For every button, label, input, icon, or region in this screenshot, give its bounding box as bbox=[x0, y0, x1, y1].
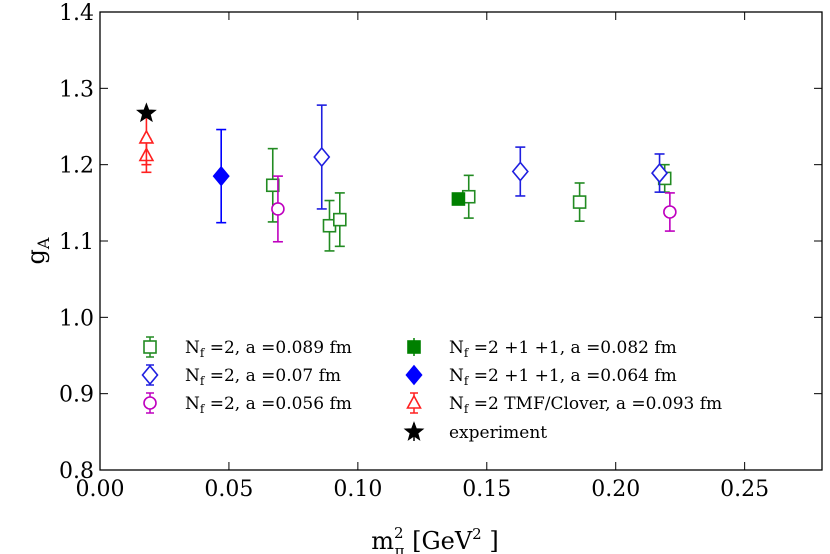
x-axis-unit-open: [GeV bbox=[404, 527, 472, 554]
legend-marker bbox=[405, 364, 423, 386]
x-axis-unit-close: ] bbox=[482, 527, 499, 554]
point-s0-p2 bbox=[333, 212, 347, 227]
legend-marker bbox=[407, 340, 421, 354]
point-s1-p0 bbox=[313, 146, 331, 168]
point-s1-p2 bbox=[651, 162, 669, 184]
point-s2-p0 bbox=[271, 202, 285, 216]
point-s6-p0 bbox=[136, 102, 157, 123]
legend-entry-5: Nf =2 TMF/Clover, a =0.093 fm bbox=[406, 392, 722, 416]
legend-label-base: N bbox=[449, 366, 464, 386]
legend-entry-2: Nf =2, a =0.056 fm bbox=[143, 392, 352, 416]
x-axis-label-sup: 2 bbox=[394, 524, 404, 542]
legend-entry-6: experiment bbox=[403, 421, 547, 443]
chart-marks bbox=[136, 102, 677, 252]
legend-label-base: N bbox=[185, 394, 200, 414]
series-4 bbox=[212, 128, 230, 224]
point-s2-p1 bbox=[663, 205, 677, 219]
y-tick-label: 1.4 bbox=[59, 1, 94, 26]
legend-label-rest: =2, a =0.056 fm bbox=[204, 394, 352, 414]
series-1 bbox=[313, 104, 669, 210]
y-tick-label: 1.2 bbox=[59, 154, 94, 179]
x-tick-label: 0.20 bbox=[591, 477, 640, 502]
x-tick-label: 0.05 bbox=[204, 477, 253, 502]
legend-label-sub: f bbox=[464, 374, 470, 388]
legend-label-rest: experiment bbox=[449, 423, 547, 443]
legend-label-sub: f bbox=[464, 402, 470, 416]
x-axis-label-sub: π bbox=[395, 542, 405, 554]
legend-entry-3: Nf =2 +1 +1, a =0.082 fm bbox=[407, 338, 677, 360]
y-tick-label: 1.3 bbox=[59, 77, 94, 102]
y-axis-label: gA bbox=[22, 237, 53, 264]
legend-entry-0: Nf =2, a =0.089 fm bbox=[143, 336, 352, 360]
legend-label: experiment bbox=[449, 423, 547, 443]
legend-label-rest: =2 +1 +1, a =0.064 fm bbox=[468, 366, 676, 386]
legend-label-sub: f bbox=[200, 402, 206, 416]
legend-label-rest: =2, a =0.089 fm bbox=[204, 338, 352, 358]
point-s3-p0 bbox=[451, 192, 466, 206]
legend-entry-4: Nf =2 +1 +1, a =0.064 fm bbox=[405, 364, 677, 388]
legend-label-base: N bbox=[185, 366, 200, 386]
legend-label-rest: =2, a =0.07 fm bbox=[204, 366, 341, 386]
x-tick-label: 0.25 bbox=[720, 477, 769, 502]
legend-label: Nf =2 +1 +1, a =0.064 fm bbox=[449, 366, 677, 388]
series-0 bbox=[265, 147, 672, 252]
point-s4-p0 bbox=[212, 165, 230, 187]
legend-label-base: N bbox=[449, 394, 464, 414]
y-axis-label-sub: A bbox=[34, 237, 53, 250]
legend-label-base: N bbox=[449, 338, 464, 358]
series-6 bbox=[136, 102, 157, 123]
legend-label: Nf =2 +1 +1, a =0.082 fm bbox=[449, 338, 677, 360]
point-s5-p1 bbox=[138, 129, 155, 144]
y-tick-label: 1.0 bbox=[59, 306, 94, 331]
y-tick-label: 0.8 bbox=[59, 459, 94, 484]
legend-label-sub: f bbox=[464, 346, 470, 360]
x-axis-label: m2 π [GeV2 ] bbox=[371, 524, 498, 554]
x-tick-label: 0.10 bbox=[333, 477, 382, 502]
series-3 bbox=[451, 192, 466, 206]
legend-label: Nf =2 TMF/Clover, a =0.093 fm bbox=[449, 394, 722, 416]
legend-label: Nf =2, a =0.056 fm bbox=[185, 394, 352, 416]
legend-marker bbox=[403, 421, 425, 441]
legend-label: Nf =2, a =0.089 fm bbox=[185, 338, 352, 360]
legend-label-base: N bbox=[185, 338, 200, 358]
y-axis-label-base: g bbox=[22, 249, 50, 264]
legend-label-rest: =2 TMF/Clover, a =0.093 fm bbox=[468, 394, 722, 414]
legend-label-rest: =2 +1 +1, a =0.082 fm bbox=[468, 338, 676, 358]
x-tick-label: 0.00 bbox=[76, 477, 125, 502]
legend-marker bbox=[143, 340, 157, 354]
legend-label-sub: f bbox=[200, 374, 206, 388]
point-s1-p1 bbox=[511, 161, 529, 182]
y-tick-label: 0.9 bbox=[59, 383, 94, 408]
legend-entry-1: Nf =2, a =0.07 fm bbox=[141, 364, 341, 388]
point-s0-p4 bbox=[572, 195, 587, 209]
chart-axes: 0.00 0.05 0.10 0.15 0.20 0.25 0.8 0.9 1.0 1.1 1.2 1… bbox=[22, 1, 823, 554]
point-s0-p0 bbox=[265, 178, 280, 193]
x-axis-unit-sup: 2 bbox=[472, 525, 482, 543]
legend-marker bbox=[143, 396, 157, 410]
legend-label: Nf =2, a =0.07 fm bbox=[185, 366, 341, 388]
y-tick-label: 1.1 bbox=[59, 230, 94, 255]
x-axis-label-base: m bbox=[371, 527, 394, 554]
legend-marker bbox=[141, 364, 159, 386]
x-tick-label: 0.15 bbox=[462, 477, 511, 502]
legend-label-sub: f bbox=[200, 346, 206, 360]
series-2 bbox=[271, 175, 677, 243]
legend-marker bbox=[406, 394, 422, 409]
